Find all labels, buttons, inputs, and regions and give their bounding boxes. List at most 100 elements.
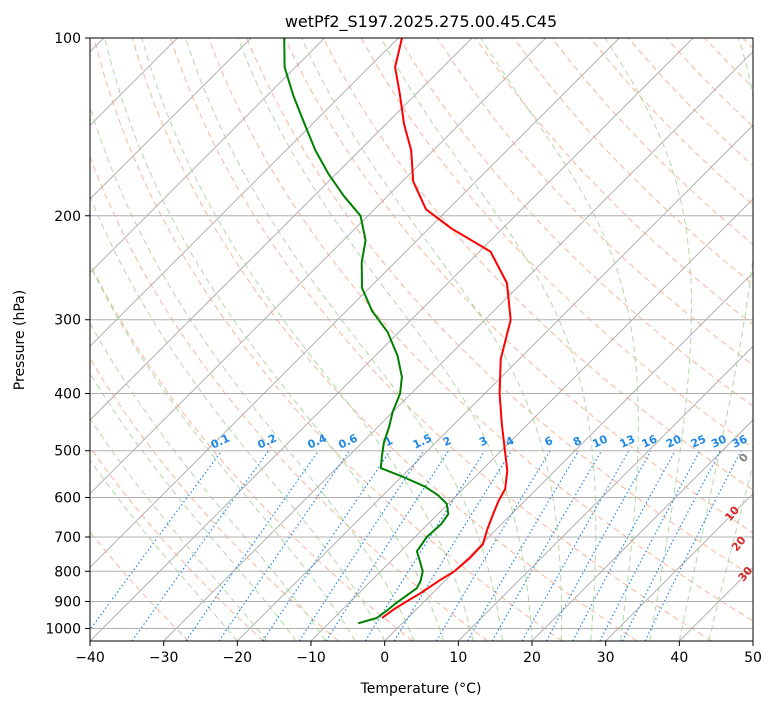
mixing-ratio-line [621,450,721,641]
mixing-ratio-line [572,450,676,641]
isotherm-line [384,271,753,641]
mixing-ratio-line [364,450,486,641]
background-lines [90,38,753,641]
y-tick-label: 700 [54,530,81,546]
dry-adiabat-line [475,38,753,325]
dry-adiabat-line [513,38,753,285]
dry-adiabat-line [93,38,563,641]
dry-adiabat-line [436,38,753,366]
isotherm-line [236,124,753,641]
pressure-gridlines [90,38,753,629]
mixing-ratio-line [90,450,223,631]
isotherm-line [90,38,473,421]
temperature-profile-line [381,38,512,619]
x-tick-label: 50 [744,650,762,666]
x-tick-label: −20 [223,650,253,666]
x-tick-label: 40 [670,650,688,666]
mixing-ratio-label: 10 [590,432,610,450]
y-tick-label: 400 [54,387,81,403]
x-tick-label: 10 [449,650,467,666]
moist-adiabat-line [90,264,356,641]
isotherm-line [531,419,753,641]
dry-adiabat-line [666,38,753,128]
mixing-ratio-line [131,450,270,641]
chart-title: wetPf2_S197.2025.275.00.45.C45 [285,12,557,32]
x-tick-label: 0 [380,650,389,666]
mixing-ratio-label: 3 [477,434,489,449]
dry-adiabat-line [169,38,712,641]
moist-adiabat-line [90,417,268,641]
isotherm-line [90,38,620,569]
moist-adiabat-line [185,38,503,641]
mixing-ratio-line [262,450,391,641]
moist-adiabat-line [678,38,753,641]
mixing-ratio-labels: 0.1 0.2 0.4 0.6 1 1.5 2 3 4 6 8 10 13 16 20 25 30 36 [209,431,750,451]
dry-adiabat-line [246,38,753,578]
isotherm-line [605,492,753,641]
mixing-ratio-line [435,450,551,641]
isotherm-line [90,38,252,200]
plot-frame [89,37,754,642]
mixing-ratio-line [325,450,450,641]
mixing-ratio-label: 36 [730,432,750,450]
moist-adiabat-line [604,38,693,641]
mixing-ratio-label: 25 [689,432,708,450]
dry-adiabat-line [90,446,264,641]
mixing-ratio-label: 0.4 [306,431,329,451]
dry-adiabat-line [208,38,753,622]
mixing-ratio-label: 0.2 [256,432,279,452]
x-axis-label: Temperature (°C) [360,681,482,697]
mixing-ratio-line [491,450,603,641]
isotherm-line [310,198,753,641]
dry-adiabat-line [589,38,753,206]
x-axis-ticks: −40 −30 −20 −10 0 10 20 30 40 50 [75,641,762,666]
dry-adiabat-line [742,38,753,50]
y-tick-label: 600 [54,490,81,506]
y-tick-label: 200 [54,209,81,225]
mixing-ratio-line [545,450,652,641]
x-tick-label: −40 [75,650,105,666]
y-tick-label: 300 [54,313,81,329]
y-tick-label: 800 [54,564,81,580]
isotherm-line [678,566,753,641]
mixing-ratio-label: 8 [571,434,583,449]
moist-adiabat-line [141,38,474,641]
y-tick-label: 100 [54,31,81,47]
mixing-ratio-line [393,450,512,641]
mixing-ratio-line [185,450,320,641]
moist-adiabat-line [104,38,445,641]
isotherm-line [90,38,399,348]
moist-adiabat-line [90,459,238,641]
dry-adiabat-line [131,38,638,641]
y-tick-label: 900 [54,594,81,610]
sounding-profiles [283,38,512,625]
moist-adiabat-label: 0 [736,451,751,465]
mixing-ratio-label: 0.1 [209,432,232,452]
isotherm-line [90,38,326,274]
isotherm-line [457,345,753,641]
moist-adiabat-line [708,463,753,641]
dry-adiabat-line [322,38,753,491]
isotherm-line [752,640,753,641]
x-tick-label: 30 [597,650,615,666]
isotherm-line [90,38,547,495]
moist-adiabat-line [90,322,327,641]
moist-adiabat-line [380,38,597,641]
x-tick-label: 20 [523,650,541,666]
moist-adiabat-line [90,104,415,641]
x-tick-label: −30 [149,650,179,666]
y-axis-ticks: 100 200 300 400 500 600 700 800 900 1000 [45,31,90,637]
y-tick-label: 500 [54,444,81,460]
moist-adiabat-line [90,372,297,641]
mixing-ratio-line [521,450,630,641]
mixing-ratio-line [644,450,742,641]
dry-adiabat-line [284,38,753,534]
moist-adiabat-line [90,194,386,641]
mixing-ratio-line [298,450,425,641]
y-axis-label: Pressure (hPa) [12,290,28,390]
moist-adiabat-line [301,38,563,641]
moist-adiabat-line [237,38,533,641]
mixing-ratio-label: 20 [664,432,684,450]
